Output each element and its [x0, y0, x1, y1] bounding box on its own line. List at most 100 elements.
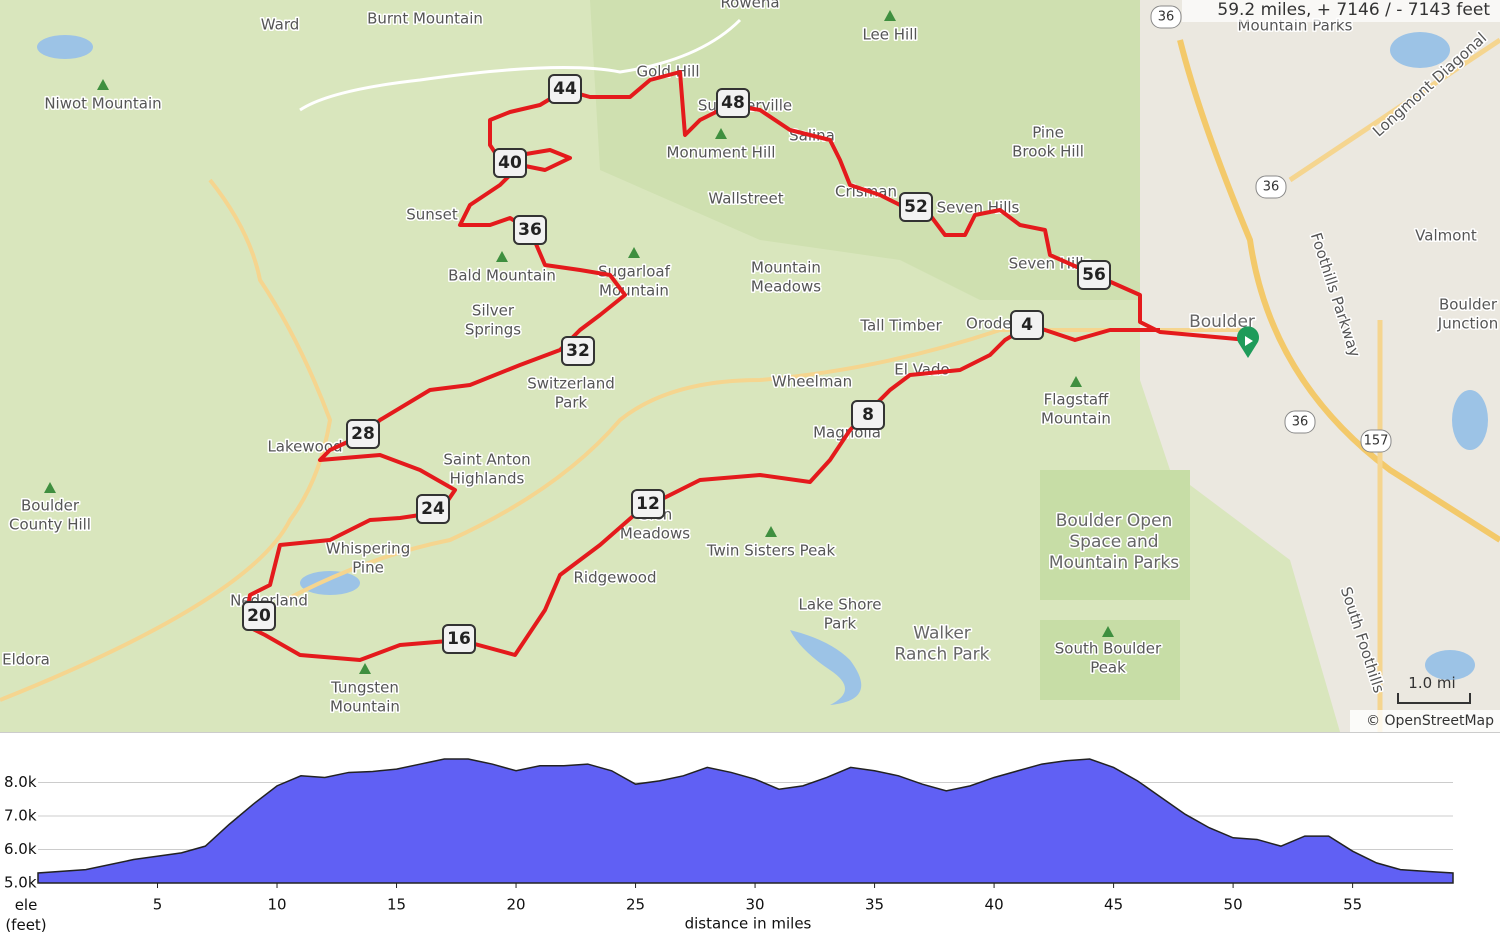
- map: Ward Burnt Mountain Rowena Lee Hill Niwot Mo…: [0, 0, 1500, 732]
- highway-shield: [1360, 429, 1392, 453]
- mile-marker-label: 48: [721, 93, 745, 113]
- road: [299, 18, 742, 112]
- lake: [1390, 32, 1450, 68]
- mile-marker-box: [346, 419, 380, 449]
- place-label: Mountain Meadows: [751, 258, 821, 295]
- mile-marker-label: 12: [636, 494, 660, 514]
- elevation-chart: distance in miles 5.0k 6.0k 7.0k 8.0k 5 10 15 2…: [0, 732, 1500, 941]
- road: [0, 178, 333, 702]
- mile-marker-label: 52: [904, 197, 928, 217]
- place-label: Bald Mountain: [448, 267, 556, 285]
- scale-label: 1.0 mi: [1408, 674, 1455, 692]
- place-label: Switzerland Park: [527, 374, 615, 411]
- lake: [37, 35, 93, 59]
- road: [248, 328, 1250, 622]
- mile-marker-box: [716, 88, 750, 118]
- x-tick-label: 10: [267, 896, 286, 914]
- x-axis-label: distance in miles: [685, 915, 812, 933]
- y-tick-label: 7.0k: [4, 807, 37, 825]
- elevation-area: [37, 758, 1454, 884]
- y-axis-label: ele (feet): [5, 896, 46, 934]
- place-label: Pine Brook Hill: [1012, 123, 1084, 160]
- place-label: Boulder Open Space and Mountain Parks: [1049, 511, 1179, 573]
- y-tick-label: 8.0k: [4, 773, 37, 791]
- mile-marker-label: 28: [351, 424, 375, 444]
- mile-marker-box: [851, 400, 885, 430]
- peak-icon: [1102, 626, 1114, 637]
- start-pin-icon: [1245, 336, 1253, 346]
- mile-marker-box: [561, 336, 595, 366]
- x-tick-label: 5: [153, 896, 163, 914]
- peak-icon: [884, 10, 896, 21]
- mile-marker-box: [416, 494, 450, 524]
- mile-marker-box: [513, 215, 547, 245]
- place-label: Silver Springs: [465, 301, 521, 338]
- x-tick-label: 50: [1224, 896, 1243, 914]
- y-tick-label: 5.0k: [4, 874, 37, 892]
- place-label: Boulder Junction: [1437, 295, 1498, 332]
- place-label: Saint Anton Highlands: [443, 450, 530, 487]
- mile-marker-box: [1077, 260, 1111, 290]
- lake: [790, 630, 862, 705]
- place-label: Boulder County Hill: [9, 496, 91, 533]
- peak-icon: [1070, 376, 1082, 387]
- attribution-box: [1350, 710, 1500, 732]
- highway-shield: [1284, 410, 1316, 434]
- place-label: Ridgewood: [573, 569, 656, 587]
- highway-shield-label: 36: [1263, 180, 1280, 195]
- place-label: Boulder: [1189, 312, 1255, 332]
- place-label: Rowena: [720, 0, 779, 12]
- place-label: Sugarloaf Mountain: [598, 262, 670, 299]
- scale-bar: [1397, 693, 1471, 704]
- x-tick-label: 15: [387, 896, 406, 914]
- x-tick-label: 45: [1104, 896, 1123, 914]
- x-tick-label: 35: [865, 896, 884, 914]
- peak-icon: [359, 663, 371, 674]
- highway-shield: [1255, 175, 1287, 199]
- place-label: Sunset: [406, 206, 458, 224]
- lake: [300, 571, 360, 595]
- summary-box: [1182, 0, 1500, 22]
- highway: [1288, 37, 1500, 183]
- x-tick-label: 40: [985, 896, 1004, 914]
- mile-marker-label: 4: [1021, 315, 1033, 335]
- place-label: Lee Hill: [862, 26, 917, 44]
- highway-shield-label: 36: [1292, 415, 1309, 430]
- place-label: Niwot Mountain: [44, 95, 161, 113]
- x-tick-label: 20: [506, 896, 525, 914]
- highway-shield-label: 157: [1364, 434, 1389, 449]
- mile-marker-box: [1010, 310, 1044, 340]
- forest-area: [590, 0, 1140, 300]
- mile-marker-label: 44: [553, 79, 577, 99]
- place-label: Lake Shore Park: [799, 595, 882, 632]
- mile-marker-label: 56: [1082, 265, 1106, 285]
- place-label: Gold Hill: [636, 63, 699, 81]
- place-label: Orodell: [966, 315, 1020, 333]
- place-label: Flagstaff Mountain: [1041, 390, 1111, 427]
- x-tick-label: 25: [626, 896, 645, 914]
- attribution: © OpenStreetMap: [1366, 713, 1494, 729]
- mile-marker-box: [548, 74, 582, 104]
- place-label: Valmont: [1415, 227, 1477, 245]
- peak-icon: [44, 482, 56, 493]
- place-label: Wheelman: [772, 373, 852, 391]
- peak-icon: [496, 251, 508, 262]
- place-label: Monument Hill: [667, 144, 776, 162]
- place-label: Eldora: [2, 651, 50, 669]
- mile-marker-box: [899, 192, 933, 222]
- y-tick-label: 6.0k: [4, 840, 37, 858]
- place-label: Whispering Pine: [326, 539, 410, 576]
- mile-marker-box: [442, 624, 476, 654]
- mile-marker-label: 16: [447, 629, 471, 649]
- lake: [1452, 390, 1488, 450]
- place-label: Wallstreet: [708, 190, 783, 208]
- peak-icon: [715, 128, 727, 139]
- place-label: South Boulder Peak: [1055, 639, 1162, 676]
- place-label: Walker Ranch Park: [895, 624, 990, 665]
- place-label: Burnt Mountain: [367, 10, 483, 28]
- mile-marker-box: [242, 601, 276, 631]
- highway: [1177, 39, 1500, 543]
- place-label: Ward: [261, 16, 300, 34]
- place-label: Twin Sisters Peak: [706, 542, 836, 560]
